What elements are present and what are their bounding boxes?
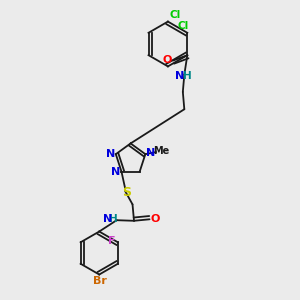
Text: N: N (112, 167, 121, 177)
Text: H: H (109, 214, 118, 224)
Text: Cl: Cl (170, 10, 181, 20)
Text: S: S (122, 186, 131, 199)
Text: F: F (107, 236, 115, 246)
Text: N: N (146, 148, 155, 158)
Text: N: N (103, 214, 112, 224)
Text: N: N (106, 148, 115, 159)
Text: Cl: Cl (177, 21, 188, 31)
Text: Br: Br (93, 276, 107, 286)
Text: O: O (163, 55, 172, 65)
Text: O: O (150, 214, 160, 224)
Text: Me: Me (153, 146, 169, 156)
Text: N: N (175, 71, 184, 81)
Text: H: H (183, 71, 192, 81)
